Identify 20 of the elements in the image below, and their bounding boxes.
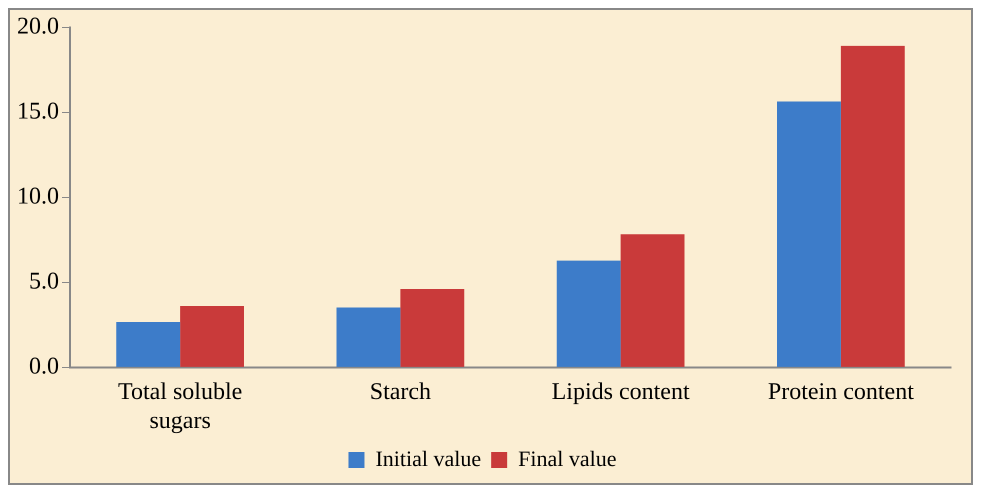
y-tick-label: 15.0 [17, 98, 59, 125]
category-label: sugars [149, 408, 211, 434]
bar [620, 234, 684, 367]
x-tick-label: Starch [370, 379, 432, 406]
bar [336, 308, 400, 367]
bar [556, 260, 621, 367]
bar [180, 306, 244, 367]
bar [116, 322, 180, 367]
legend-label: Final value [518, 446, 617, 471]
bar [777, 102, 841, 367]
y-tick-label: 5.0 [29, 268, 59, 295]
x-tick-label: Protein content [768, 379, 914, 406]
y-tick-label: 10.0 [17, 184, 59, 210]
legend-label: Initial value [375, 446, 482, 471]
y-tick-label: 20.0 [17, 14, 59, 40]
category-label: Total soluble [118, 379, 242, 406]
x-tick-label: Lipids content [552, 379, 690, 406]
bar [400, 289, 464, 367]
bar [840, 46, 905, 367]
y-tick-label: 0.0 [29, 354, 59, 380]
